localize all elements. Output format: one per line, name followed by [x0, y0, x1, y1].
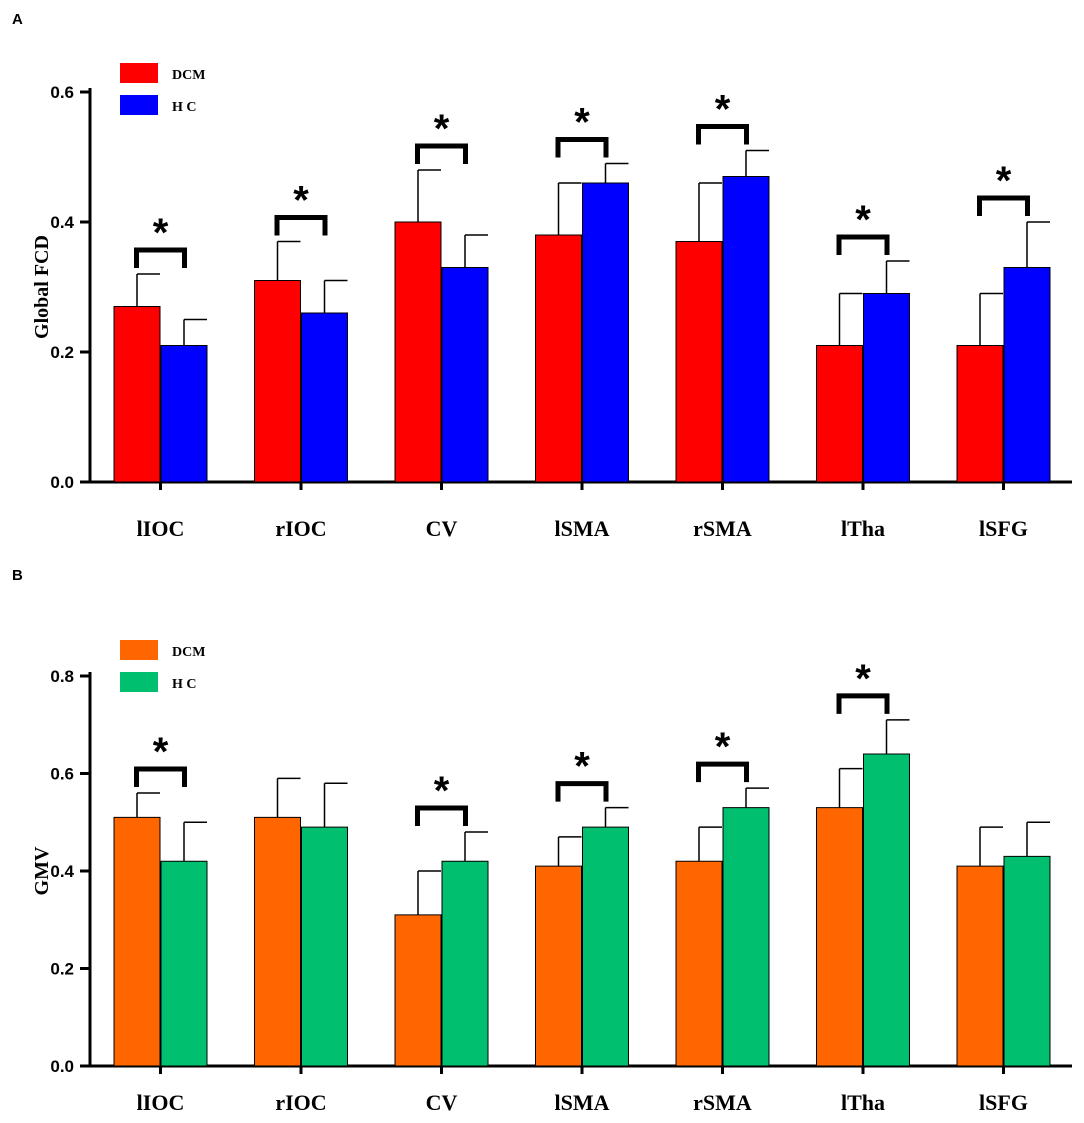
significance-bracket	[555, 137, 609, 158]
bar-dcm	[113, 306, 161, 483]
significance-star: *	[715, 88, 731, 132]
bar-dcm	[816, 807, 863, 1067]
y-tick-label: 0.2	[50, 960, 74, 979]
bar-hc	[722, 807, 770, 1067]
panel-letter: A	[12, 11, 23, 28]
x-tick-label: lSFG	[979, 516, 1028, 541]
legend-label-dcm: DCM	[172, 68, 205, 83]
x-tick-label: lTha	[841, 1090, 885, 1115]
panel-letter: B	[12, 567, 23, 584]
bar-hc	[160, 860, 208, 1067]
bar-dcm	[535, 234, 582, 483]
significance-bracket	[555, 781, 609, 802]
bar-hc	[582, 826, 629, 1067]
x-tick-label: rIOC	[275, 1090, 326, 1115]
significance-star: *	[153, 211, 169, 255]
bar-dcm	[113, 816, 161, 1067]
significance-star: *	[855, 657, 871, 701]
bar-dcm	[675, 860, 723, 1067]
bar-dcm	[675, 241, 723, 483]
legend-label-hc: H C	[172, 677, 197, 692]
y-tick-label: 0.2	[50, 343, 74, 362]
bar-dcm	[394, 914, 442, 1067]
bar-hc	[441, 860, 489, 1067]
y-axis-title: Global FCD	[31, 235, 53, 339]
significance-bracket	[977, 195, 1030, 216]
y-tick-label: 0.8	[50, 667, 74, 686]
x-tick-label: rSMA	[693, 1090, 752, 1115]
bar-hc	[301, 826, 348, 1067]
significance-bracket	[696, 761, 749, 783]
bar-hc	[863, 753, 910, 1067]
significance-bracket	[836, 234, 890, 255]
bar-dcm	[956, 345, 1004, 483]
bar-hc	[160, 345, 208, 483]
bar-hc	[863, 293, 910, 483]
significance-bracket	[696, 124, 749, 145]
bar-dcm	[394, 221, 442, 483]
y-tick-label: 0.4	[50, 862, 74, 881]
y-tick-label: 0.6	[50, 765, 74, 784]
y-tick-label: 0.0	[50, 473, 74, 492]
significance-star: *	[715, 725, 731, 769]
bar-hc	[301, 312, 348, 483]
significance-star: *	[293, 179, 309, 223]
legend-swatch-dcm	[120, 640, 158, 660]
legend-label-hc: H C	[172, 100, 197, 115]
legend-swatch-dcm	[120, 63, 158, 83]
bar-hc	[1003, 267, 1051, 483]
bar-hc	[441, 267, 489, 483]
legend-swatch-hc	[120, 672, 158, 692]
significance-bracket	[134, 247, 187, 268]
significance-bracket	[415, 805, 468, 826]
x-tick-label: lTha	[841, 516, 885, 541]
bar-dcm	[254, 280, 301, 483]
chart-panel-b: B GMV 0.0 0.2 0.4 0.6 0.8 DCM H C lIOC * rIOC CV * lSM…	[12, 567, 1072, 1115]
chart-panel-a: A Global FCD 0.0 0.2 0.4 0.6 DCM H C lIOC * rIOC * C…	[12, 11, 1072, 541]
x-tick-label: lIOC	[137, 1090, 185, 1115]
x-tick-label: CV	[426, 516, 458, 541]
significance-bracket	[415, 143, 468, 164]
significance-star: *	[855, 198, 871, 242]
x-tick-label: lSMA	[555, 516, 610, 541]
significance-star: *	[434, 107, 450, 151]
legend-swatch-hc	[120, 95, 158, 115]
x-tick-label: CV	[426, 1090, 458, 1115]
y-axis-title: GMV	[31, 846, 53, 895]
x-tick-label: lSFG	[979, 1090, 1028, 1115]
significance-bracket	[274, 215, 328, 236]
significance-bracket	[134, 766, 187, 787]
bar-dcm	[816, 345, 863, 483]
x-tick-label: lIOC	[137, 516, 185, 541]
bar-dcm	[254, 816, 301, 1067]
bar-hc	[722, 176, 770, 483]
y-tick-label: 0.4	[50, 213, 74, 232]
significance-star: *	[996, 159, 1012, 203]
bar-hc	[582, 182, 629, 483]
legend-label-dcm: DCM	[172, 645, 205, 660]
x-tick-label: rIOC	[275, 516, 326, 541]
significance-star: *	[434, 769, 450, 813]
significance-star: *	[574, 101, 590, 145]
bar-dcm	[535, 865, 582, 1067]
x-tick-label: lSMA	[555, 1090, 610, 1115]
significance-star: *	[574, 745, 590, 789]
bar-dcm	[956, 865, 1004, 1067]
y-tick-label: 0.6	[50, 83, 74, 102]
significance-bracket	[836, 693, 890, 714]
y-tick-label: 0.0	[50, 1057, 74, 1076]
bar-hc	[1003, 855, 1051, 1067]
x-tick-label: rSMA	[693, 516, 752, 541]
significance-star: *	[153, 730, 169, 774]
